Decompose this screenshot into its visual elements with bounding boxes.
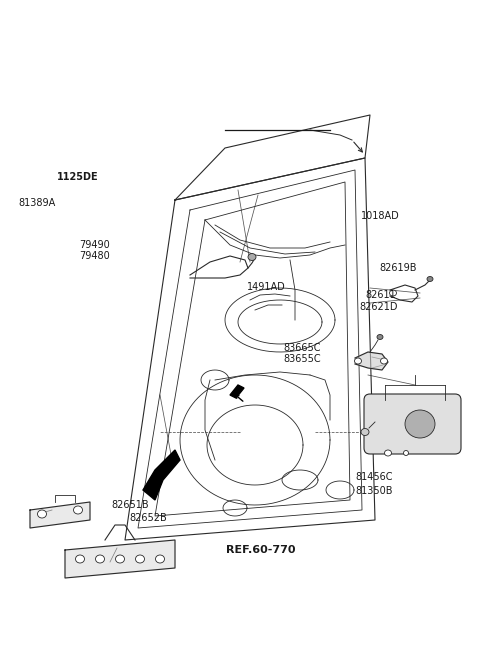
Ellipse shape	[384, 450, 392, 456]
Text: 1018AD: 1018AD	[361, 211, 400, 222]
Text: 82651B: 82651B	[112, 500, 149, 510]
Ellipse shape	[427, 276, 433, 281]
Ellipse shape	[377, 335, 383, 340]
Text: 82652B: 82652B	[130, 513, 168, 523]
Ellipse shape	[156, 555, 165, 563]
Ellipse shape	[405, 410, 435, 438]
Text: 79480: 79480	[79, 251, 110, 261]
Ellipse shape	[116, 555, 124, 563]
Text: 1125DE: 1125DE	[57, 172, 98, 182]
Text: 1491AD: 1491AD	[247, 282, 286, 293]
Text: 81389A: 81389A	[18, 198, 56, 209]
Ellipse shape	[135, 555, 144, 563]
Polygon shape	[230, 385, 244, 398]
Polygon shape	[30, 502, 90, 528]
Ellipse shape	[361, 428, 369, 436]
Text: 79490: 79490	[79, 239, 110, 250]
Ellipse shape	[37, 510, 47, 518]
Polygon shape	[355, 352, 388, 370]
Text: 82621D: 82621D	[359, 302, 397, 312]
Ellipse shape	[248, 253, 256, 260]
Polygon shape	[65, 540, 175, 578]
Text: 81350B: 81350B	[355, 485, 393, 496]
Ellipse shape	[75, 555, 84, 563]
Text: 82619B: 82619B	[379, 262, 417, 273]
Ellipse shape	[404, 451, 408, 455]
Polygon shape	[143, 450, 180, 500]
Ellipse shape	[96, 555, 105, 563]
Text: 83655C: 83655C	[283, 354, 321, 365]
Text: 83665C: 83665C	[283, 342, 321, 353]
FancyBboxPatch shape	[364, 394, 461, 454]
Ellipse shape	[381, 358, 387, 364]
Ellipse shape	[73, 506, 83, 514]
Text: 81456C: 81456C	[355, 472, 393, 482]
Text: REF.60-770: REF.60-770	[226, 544, 295, 555]
Ellipse shape	[355, 358, 361, 364]
Ellipse shape	[389, 290, 396, 296]
Text: 82611: 82611	[366, 290, 396, 300]
